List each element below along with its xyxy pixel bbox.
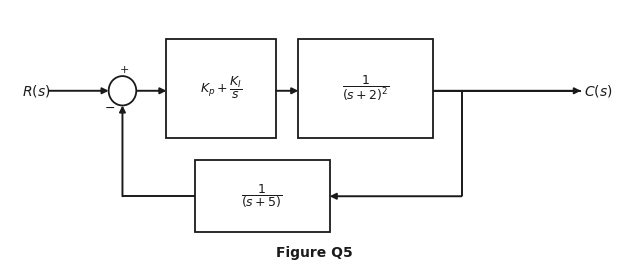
Ellipse shape — [109, 76, 136, 105]
Text: $K_p + \dfrac{K_I}{s}$: $K_p + \dfrac{K_I}{s}$ — [200, 75, 242, 101]
Text: $\dfrac{1}{(s + 5)}$: $\dfrac{1}{(s + 5)}$ — [241, 182, 283, 210]
Text: $\dfrac{1}{(s + 2)^2}$: $\dfrac{1}{(s + 2)^2}$ — [342, 73, 389, 103]
Text: $R(s)$: $R(s)$ — [22, 83, 50, 99]
Text: Figure Q5: Figure Q5 — [276, 246, 352, 260]
Bar — [166, 39, 276, 138]
Text: +: + — [120, 65, 129, 75]
Bar — [298, 39, 433, 138]
Bar — [195, 160, 330, 232]
Text: $C(s)$: $C(s)$ — [584, 83, 612, 99]
Text: −: − — [105, 102, 115, 115]
